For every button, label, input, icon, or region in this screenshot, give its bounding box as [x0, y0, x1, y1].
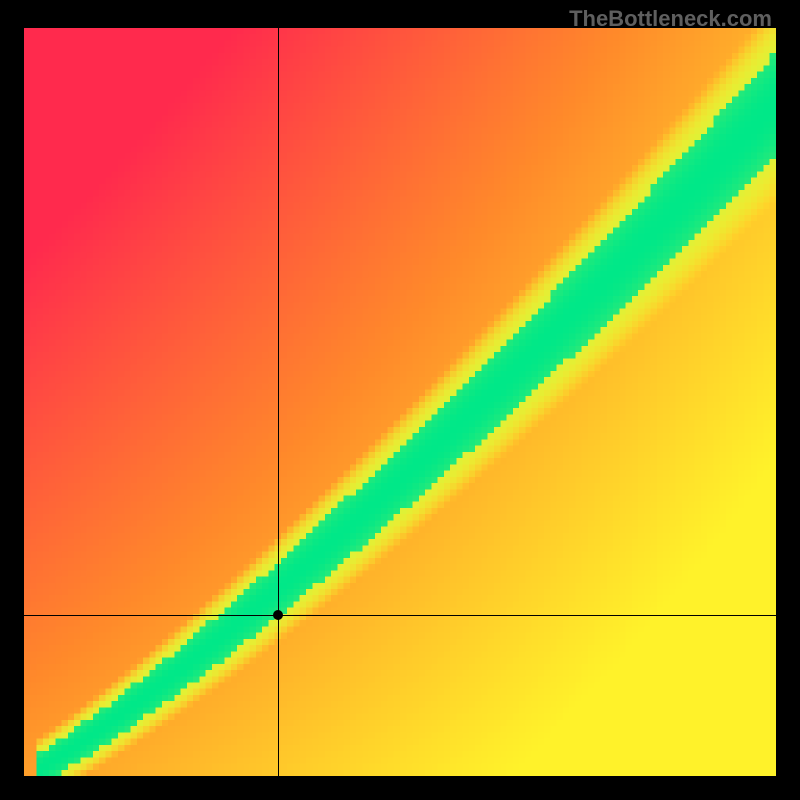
crosshair-horizontal	[24, 615, 776, 616]
heatmap-plot-area	[24, 28, 776, 776]
bottleneck-heatmap	[24, 28, 776, 776]
selection-marker-dot	[273, 610, 283, 620]
crosshair-vertical	[278, 28, 279, 776]
watermark-text: TheBottleneck.com	[569, 6, 772, 32]
